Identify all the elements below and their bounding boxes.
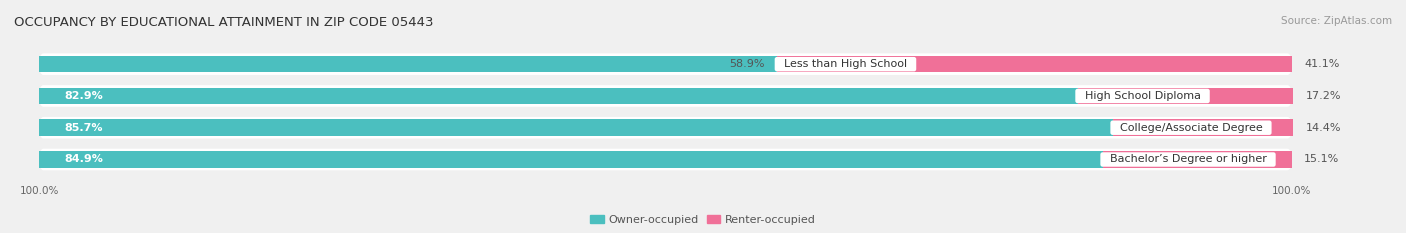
FancyBboxPatch shape (39, 117, 1292, 139)
Bar (1102, 151, 1292, 168)
Bar (39, 56, 778, 72)
Bar (39, 151, 1102, 168)
Text: Source: ZipAtlas.com: Source: ZipAtlas.com (1281, 16, 1392, 26)
FancyBboxPatch shape (39, 53, 1292, 75)
Text: 82.9%: 82.9% (65, 91, 103, 101)
Legend: Owner-occupied, Renter-occupied: Owner-occupied, Renter-occupied (586, 210, 820, 229)
Bar (1077, 88, 1294, 104)
Text: 17.2%: 17.2% (1306, 91, 1341, 101)
Text: 14.4%: 14.4% (1306, 123, 1341, 133)
Text: 84.9%: 84.9% (65, 154, 103, 164)
Bar (39, 120, 1112, 136)
Text: 85.7%: 85.7% (65, 123, 103, 133)
Bar (1112, 120, 1294, 136)
FancyBboxPatch shape (39, 149, 1292, 170)
Text: 58.9%: 58.9% (728, 59, 765, 69)
Text: College/Associate Degree: College/Associate Degree (1112, 123, 1270, 133)
FancyBboxPatch shape (39, 85, 1292, 107)
Text: High School Diploma: High School Diploma (1077, 91, 1208, 101)
Text: Bachelor’s Degree or higher: Bachelor’s Degree or higher (1102, 154, 1274, 164)
Text: OCCUPANCY BY EDUCATIONAL ATTAINMENT IN ZIP CODE 05443: OCCUPANCY BY EDUCATIONAL ATTAINMENT IN Z… (14, 16, 433, 29)
Text: 15.1%: 15.1% (1305, 154, 1340, 164)
Bar (39, 88, 1077, 104)
Text: Less than High School: Less than High School (778, 59, 914, 69)
Text: 41.1%: 41.1% (1305, 59, 1340, 69)
Bar (778, 56, 1292, 72)
